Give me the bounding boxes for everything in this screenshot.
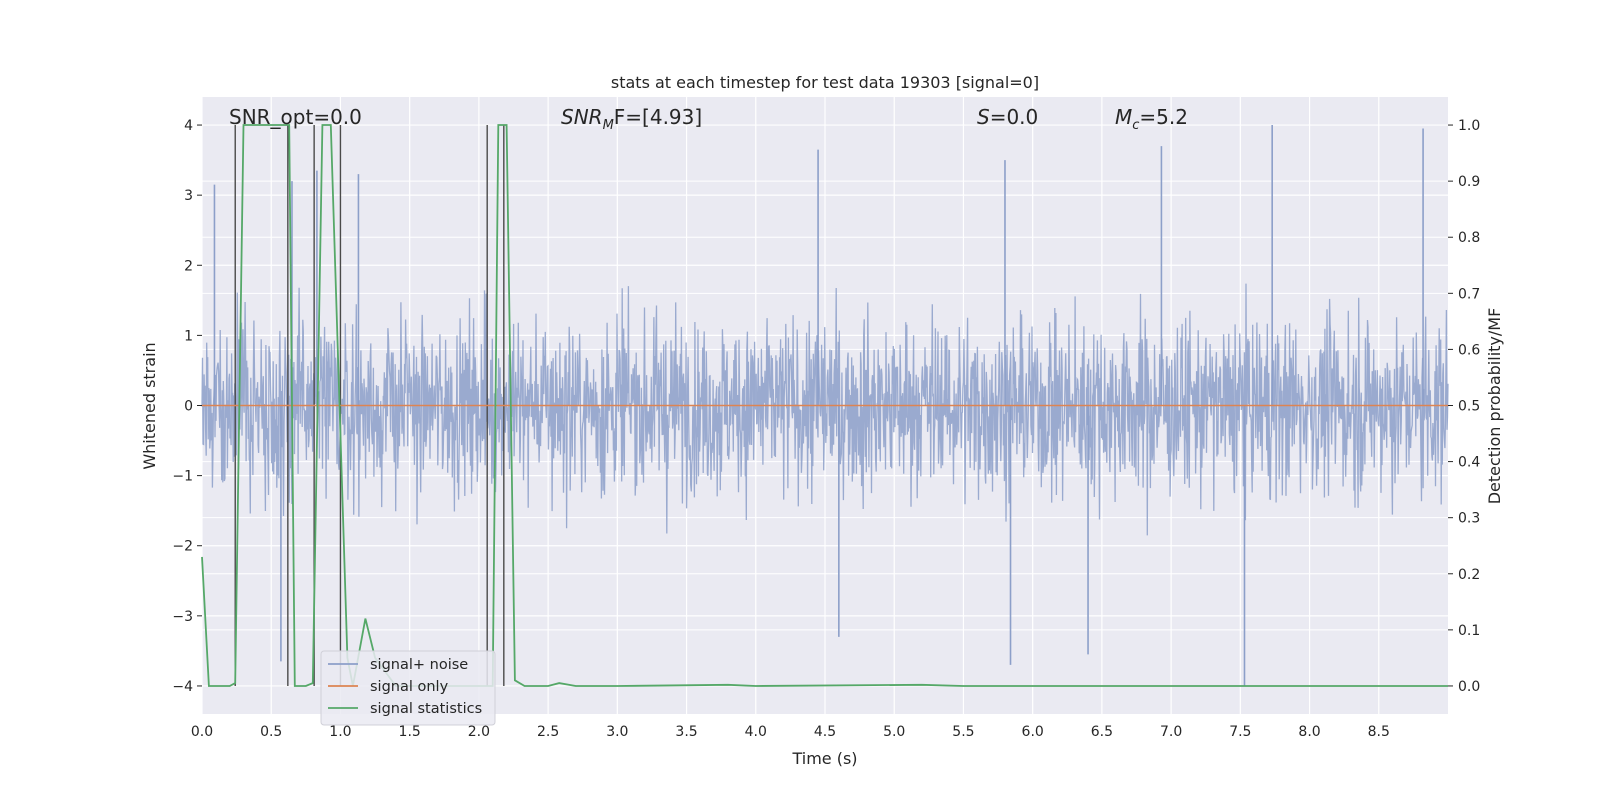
x-tick-label: 3.0 — [606, 724, 628, 740]
y-right-tick-label: 0.3 — [1458, 511, 1480, 527]
y-right-tick-label: 1.0 — [1458, 118, 1480, 134]
x-tick-label: 8.5 — [1368, 724, 1390, 740]
legend-box — [320, 650, 496, 726]
y-tick-label: −4 — [172, 679, 193, 695]
legend-label-signal-statistics: signal statistics — [370, 701, 482, 717]
y-axis-right-label: Detection probability/MF — [1485, 308, 1504, 505]
signal-noise-series — [201, 125, 1449, 686]
x-tick-label: 2.0 — [468, 724, 490, 740]
x-tick-label: 4.5 — [814, 724, 836, 740]
y-tick-label: −1 — [172, 469, 193, 485]
y-tick-label: 4 — [184, 118, 193, 134]
y-right-tick-label: 0.4 — [1458, 455, 1480, 471]
snr-mf-annotation: SNRMF=[4.93] — [561, 105, 702, 133]
x-tick-label: 7.0 — [1160, 724, 1182, 740]
y-tick-label: 2 — [184, 258, 193, 274]
y-right-tick-label: 0.9 — [1458, 174, 1480, 190]
y-right-tick-label: 0.0 — [1458, 679, 1480, 695]
y-right-tick-label: 0.2 — [1458, 567, 1480, 583]
x-axis-label: Time (s) — [791, 749, 857, 768]
y-right-tick-label: 0.6 — [1458, 342, 1480, 358]
x-tick-label: 5.0 — [883, 724, 905, 740]
x-tick-label: 1.0 — [329, 724, 351, 740]
x-tick-label: 0.5 — [260, 724, 282, 740]
x-tick-label: 3.5 — [675, 724, 697, 740]
x-tick-label: 8.0 — [1298, 724, 1320, 740]
y-right-tick-label: 0.1 — [1458, 623, 1480, 639]
x-tick-label: 0.0 — [191, 724, 213, 740]
legend-label-signal-only: signal only — [370, 679, 449, 695]
x-tick-label: 1.5 — [399, 724, 421, 740]
y-axis-label: Whitened strain — [140, 342, 159, 469]
y-tick-label: −3 — [172, 609, 193, 625]
x-axis: 0.0 0.5 1.0 1.5 2.0 2.5 3.0 3.5 4.0 4.5 5.0 5.5 6.0 6… — [191, 724, 1390, 740]
x-tick-label: 7.5 — [1229, 724, 1251, 740]
y-right-tick-label: 0.7 — [1458, 286, 1480, 302]
y-right-tick-label: 0.5 — [1458, 399, 1480, 415]
y-tick-label: 0 — [184, 399, 193, 415]
legend: signal+ noise signal only signal statist… — [320, 650, 496, 726]
y-tick-label: 1 — [184, 328, 193, 344]
x-tick-label: 4.0 — [745, 724, 767, 740]
y-right-tick-label: 0.8 — [1458, 230, 1480, 246]
snr-opt-annotation: SNR_opt=0.0 — [229, 105, 362, 129]
y-axis-left: −4 −3 −2 −1 0 1 2 3 4 — [172, 118, 202, 695]
mc-annotation: Mc=5.2 — [1115, 105, 1188, 133]
x-tick-label: 6.5 — [1091, 724, 1113, 740]
y-tick-label: −2 — [172, 539, 193, 555]
signal-noise-line — [201, 283, 1449, 536]
x-tick-label: 2.5 — [537, 724, 559, 740]
y-tick-label: 3 — [184, 188, 193, 204]
chart-title: stats at each timestep for test data 193… — [611, 73, 1039, 92]
x-tick-label: 5.5 — [952, 724, 974, 740]
x-tick-label: 6.0 — [1022, 724, 1044, 740]
y-axis-right: 0.0 0.1 0.2 0.3 0.4 0.5 0.6 0.7 0.8 0.9 1.0 — [1448, 118, 1480, 695]
legend-label-signal-noise: signal+ noise — [370, 657, 468, 673]
s-annotation: S=0.0 — [977, 105, 1038, 129]
